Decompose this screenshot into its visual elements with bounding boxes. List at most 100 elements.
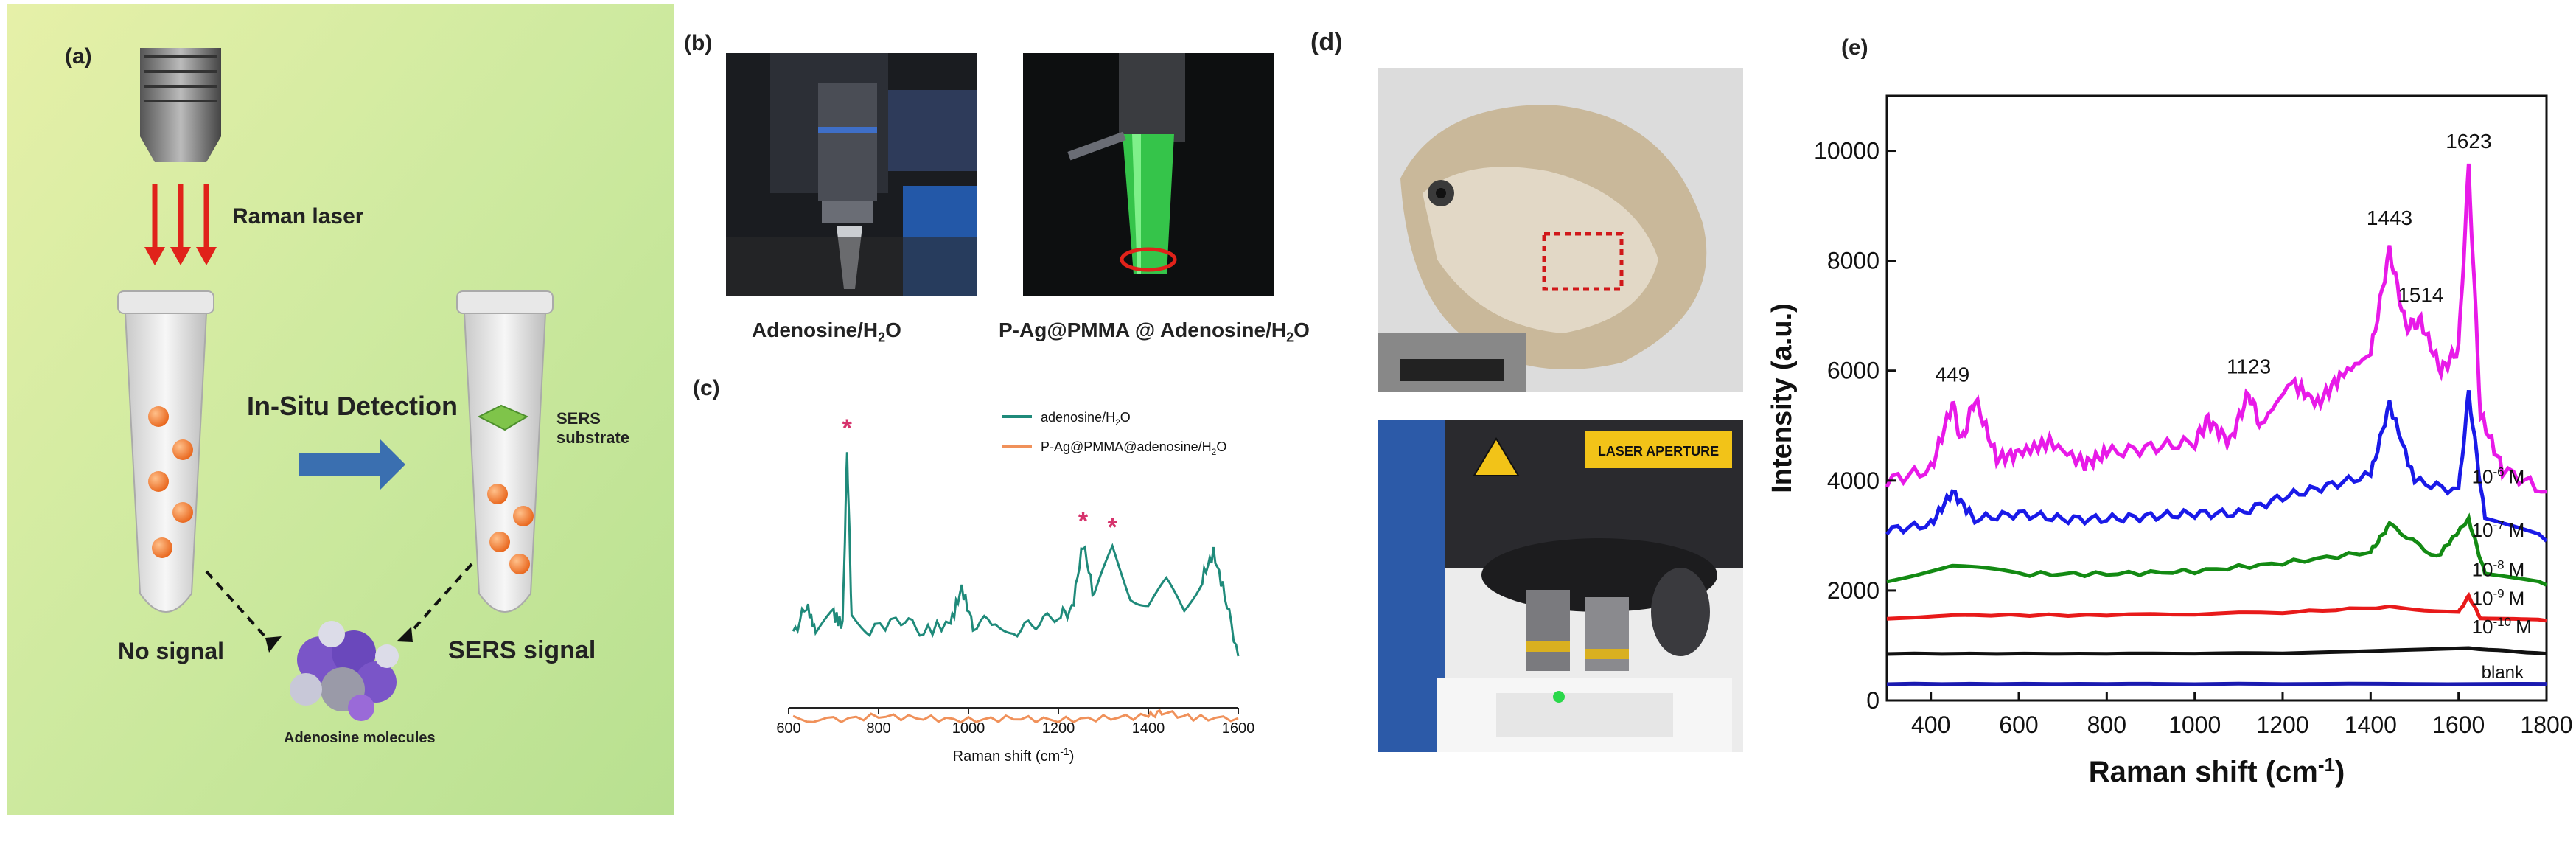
- laser-warning-icon: [1473, 437, 1520, 476]
- chart-e-x-tick-label: 1400: [2345, 711, 2397, 738]
- chart-c-peak-star: *: [842, 414, 853, 442]
- chart-e-xlabel-sup: -1: [2318, 754, 2335, 776]
- conc-unit: M: [2509, 519, 2525, 541]
- panel-d-label: (d): [1310, 28, 1343, 56]
- panel-a-label: (a): [65, 44, 92, 69]
- caption-right-sub: 2: [1286, 330, 1294, 345]
- conc-exp: -7: [2493, 518, 2504, 532]
- chart-e-y-tick-label: 2000: [1827, 577, 1879, 604]
- dashed-arrow-head-left: [265, 636, 282, 653]
- conc-base: 10: [2472, 519, 2493, 541]
- chart-e-blank-label: blank: [2482, 663, 2524, 683]
- photo-spectrometer: LASER APERTURE: [1378, 420, 1743, 752]
- conc-exp: -6: [2493, 465, 2504, 479]
- conc-base: 10: [2472, 559, 2493, 581]
- fish-detection-box: [1542, 232, 1624, 291]
- chart-e-conc-label: 10-9 M: [2472, 586, 2525, 609]
- laser-aperture-sign: LASER APERTURE: [1598, 444, 1719, 459]
- conc-unit: M: [2509, 587, 2525, 609]
- conc-exp: -10: [2493, 615, 2511, 629]
- chart-e-conc-label: 10-7 M: [2472, 518, 2525, 541]
- chart-e-conc-label: 10-10 M: [2472, 615, 2532, 638]
- chart-c-x-axis-label: Raman shift (cm-1): [953, 745, 1075, 765]
- chart-e-series-5: [1886, 681, 2547, 686]
- chart-e-y-tick-label: 10000: [1814, 138, 1879, 164]
- caption-left-end: O: [885, 319, 901, 341]
- legend-1-sub: 2: [1115, 417, 1120, 428]
- chart-c-peak-star: *: [1108, 513, 1118, 541]
- in-situ-detection-label: In-Situ Detection: [247, 391, 458, 421]
- legend-2-end: O: [1216, 439, 1226, 454]
- chart-e-x-tick-label: 1800: [2520, 711, 2572, 738]
- in-situ-arrow-icon: [299, 439, 405, 490]
- conc-exp: -9: [2493, 586, 2504, 600]
- chart-c-x-tick-label: 600: [776, 720, 800, 737]
- chart-c-legend-adenosine: adenosine/H2O: [1041, 410, 1131, 428]
- chart-c-xlabel-sup: -1: [1060, 745, 1069, 757]
- chart-e-y-tick-label: 8000: [1827, 248, 1879, 274]
- adenosine-molecules-label: Adenosine molecules: [284, 730, 436, 746]
- chart-e-series-2: [1886, 512, 2548, 587]
- caption-left-text: Adenosine/H: [752, 319, 879, 341]
- chart-e-x-tick-label: 1000: [2168, 711, 2221, 738]
- dashed-arrows: [205, 563, 473, 647]
- sers-signal-label: SERS signal: [448, 636, 596, 664]
- caption-left-sub: 2: [878, 330, 886, 345]
- chart-e-x-tick-label: 400: [1911, 711, 1950, 738]
- tube-left: [117, 290, 214, 613]
- dashed-arrow-head-right: [397, 627, 413, 642]
- sers-substrate-chip: [477, 404, 529, 431]
- chart-c-x-tick-label: 1000: [952, 720, 985, 737]
- chart-e-peak-label: 1123: [2227, 355, 2271, 377]
- panel-c-label: (c): [693, 376, 720, 400]
- chart-e-peak-label: 1623: [2446, 130, 2491, 153]
- panel-b-label: (b): [684, 31, 713, 55]
- chart-e-peak-label: 449: [1936, 363, 1970, 386]
- conc-base: 10: [2472, 587, 2493, 609]
- photo-fish: [1378, 68, 1743, 392]
- chart-c-x-tick-label: 800: [866, 720, 890, 737]
- legend-1-end: O: [1120, 410, 1131, 425]
- chart-e-series-3: [1886, 591, 2547, 623]
- chart-e-y-axis-label: Intensity (a.u.): [1767, 303, 1798, 493]
- legend-1-main: adenosine/H: [1041, 410, 1115, 425]
- panel-a-illustration: [7, 4, 674, 815]
- chart-e-y-tick-label: 4000: [1827, 467, 1879, 494]
- chart-e-x-tick-label: 1200: [2256, 711, 2308, 738]
- adenosine-molecule-icon: [290, 621, 399, 721]
- chart-e-y-tick-label: 6000: [1827, 358, 1879, 384]
- caption-right-end: O: [1294, 319, 1310, 341]
- chart-e-y-tick-label: 0: [1866, 687, 1879, 714]
- caption-adenosine-h2o: Adenosine/H2O: [752, 319, 901, 346]
- chart-c-legend-sers: P-Ag@PMMA@adenosine/H2O: [1041, 439, 1226, 457]
- chart-e-x-tick-label: 800: [2087, 711, 2126, 738]
- chart-c: * * * 600 800 1000 1200 1400 1600 Raman shift (cm…: [776, 410, 1255, 765]
- chart-c-xlabel-end: ): [1069, 748, 1075, 765]
- raman-laser-label: Raman laser: [232, 204, 364, 229]
- caption-sers-adenosine: P-Ag@PMMA @ Adenosine/H2O: [999, 319, 1310, 346]
- legend-2-sub: 2: [1212, 447, 1217, 457]
- photo-sers-adenosine: [1023, 53, 1274, 296]
- chart-e-peak-label: 1443: [2367, 206, 2412, 229]
- chart-c-series-adenosine: [792, 452, 1240, 657]
- tube-right: [456, 290, 554, 613]
- chart-c-x-tick-label: 1400: [1132, 720, 1165, 737]
- photo-adenosine-h2o: [726, 53, 977, 296]
- conc-unit: M: [2509, 559, 2525, 581]
- conc-unit: M: [2509, 466, 2525, 488]
- panel-a: (a) Raman laser In-Situ Detection SERS s…: [7, 4, 674, 815]
- chart-c-peak-star: *: [1078, 507, 1089, 535]
- chart-c-x-tick-label: 1600: [1222, 720, 1255, 737]
- chart-e-xlabel-end: ): [2335, 756, 2345, 788]
- legend-2-main: P-Ag@PMMA@adenosine/H: [1041, 439, 1212, 454]
- chart-e-series-4: [1886, 646, 2547, 656]
- conc-exp: -8: [2493, 558, 2504, 572]
- chart-e-x-tick-label: 600: [1999, 711, 2038, 738]
- chart-e-xlabel-main: Raman shift (cm: [2089, 756, 2318, 788]
- chart-c-series-sers: [792, 709, 1239, 724]
- panel-e-label: (e): [1841, 35, 1868, 60]
- objective-lens-icon: [140, 48, 221, 162]
- chart-e-series-1: [1885, 390, 2548, 543]
- chart-e-conc-label: 10-8 M: [2472, 558, 2525, 581]
- chart-e-x-tick-label: 1600: [2432, 711, 2485, 738]
